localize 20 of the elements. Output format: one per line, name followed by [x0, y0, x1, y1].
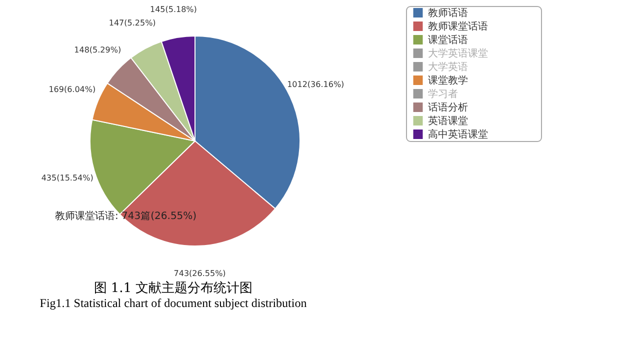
data-label: 147(5.25%) [108, 18, 156, 28]
data-label: 145(5.18%) [150, 4, 197, 14]
legend-label: 高中英语课堂 [428, 128, 488, 140]
data-label: 435(15.54%) [41, 173, 94, 182]
data-label: 169(6.04%) [48, 85, 96, 94]
data-label: 1012(36.16%) [287, 80, 344, 89]
legend-label: 大学英语课堂 [428, 47, 488, 60]
legend-label: 学习者 [428, 88, 458, 100]
legend-label: 课堂教学 [428, 74, 468, 86]
legend-label: 课堂话语 [428, 34, 468, 46]
data-label: 743(26.55%) [174, 268, 226, 278]
legend-label: 英语课堂 [428, 114, 468, 127]
legend-label: 话语分析 [428, 101, 468, 114]
data-label: 148(5.29%) [74, 45, 122, 54]
legend-label: 大学英语 [428, 60, 468, 73]
text: 图 1.1 文献主题分布统计图 [94, 280, 253, 296]
legend-label: 教师话语 [428, 6, 468, 19]
text: Fig1.1 Statistical chart of document subject distribution [40, 296, 307, 310]
legend-label: 教师课堂话语 [428, 20, 488, 32]
text: 教师课堂话语: 743篇(26.55%) [55, 210, 197, 222]
